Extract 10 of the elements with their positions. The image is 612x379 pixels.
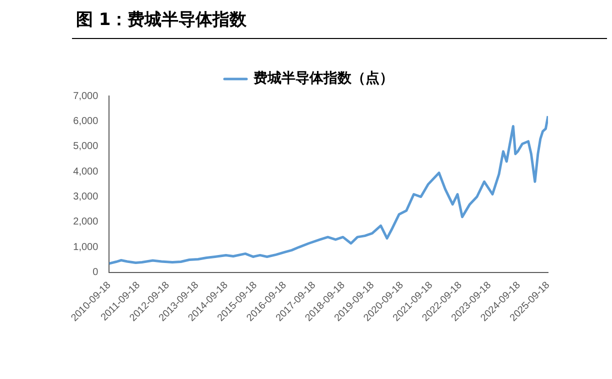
chart-title: 图 1：费城半导体指数 [76, 9, 247, 31]
y-tick-label: 5,000 [73, 141, 99, 152]
y-tick-label: 4,000 [73, 166, 99, 178]
legend-label: 费城半导体指数（点） [252, 70, 394, 87]
y-tick-label: 1,000 [73, 242, 99, 253]
y-tick-label: 6,000 [73, 116, 99, 127]
y-tick-label: 3,000 [73, 192, 99, 203]
y-tick-label: 7,000 [73, 90, 99, 102]
y-tick-label: 0 [92, 267, 99, 278]
y-tick-label: 2,000 [73, 216, 99, 228]
